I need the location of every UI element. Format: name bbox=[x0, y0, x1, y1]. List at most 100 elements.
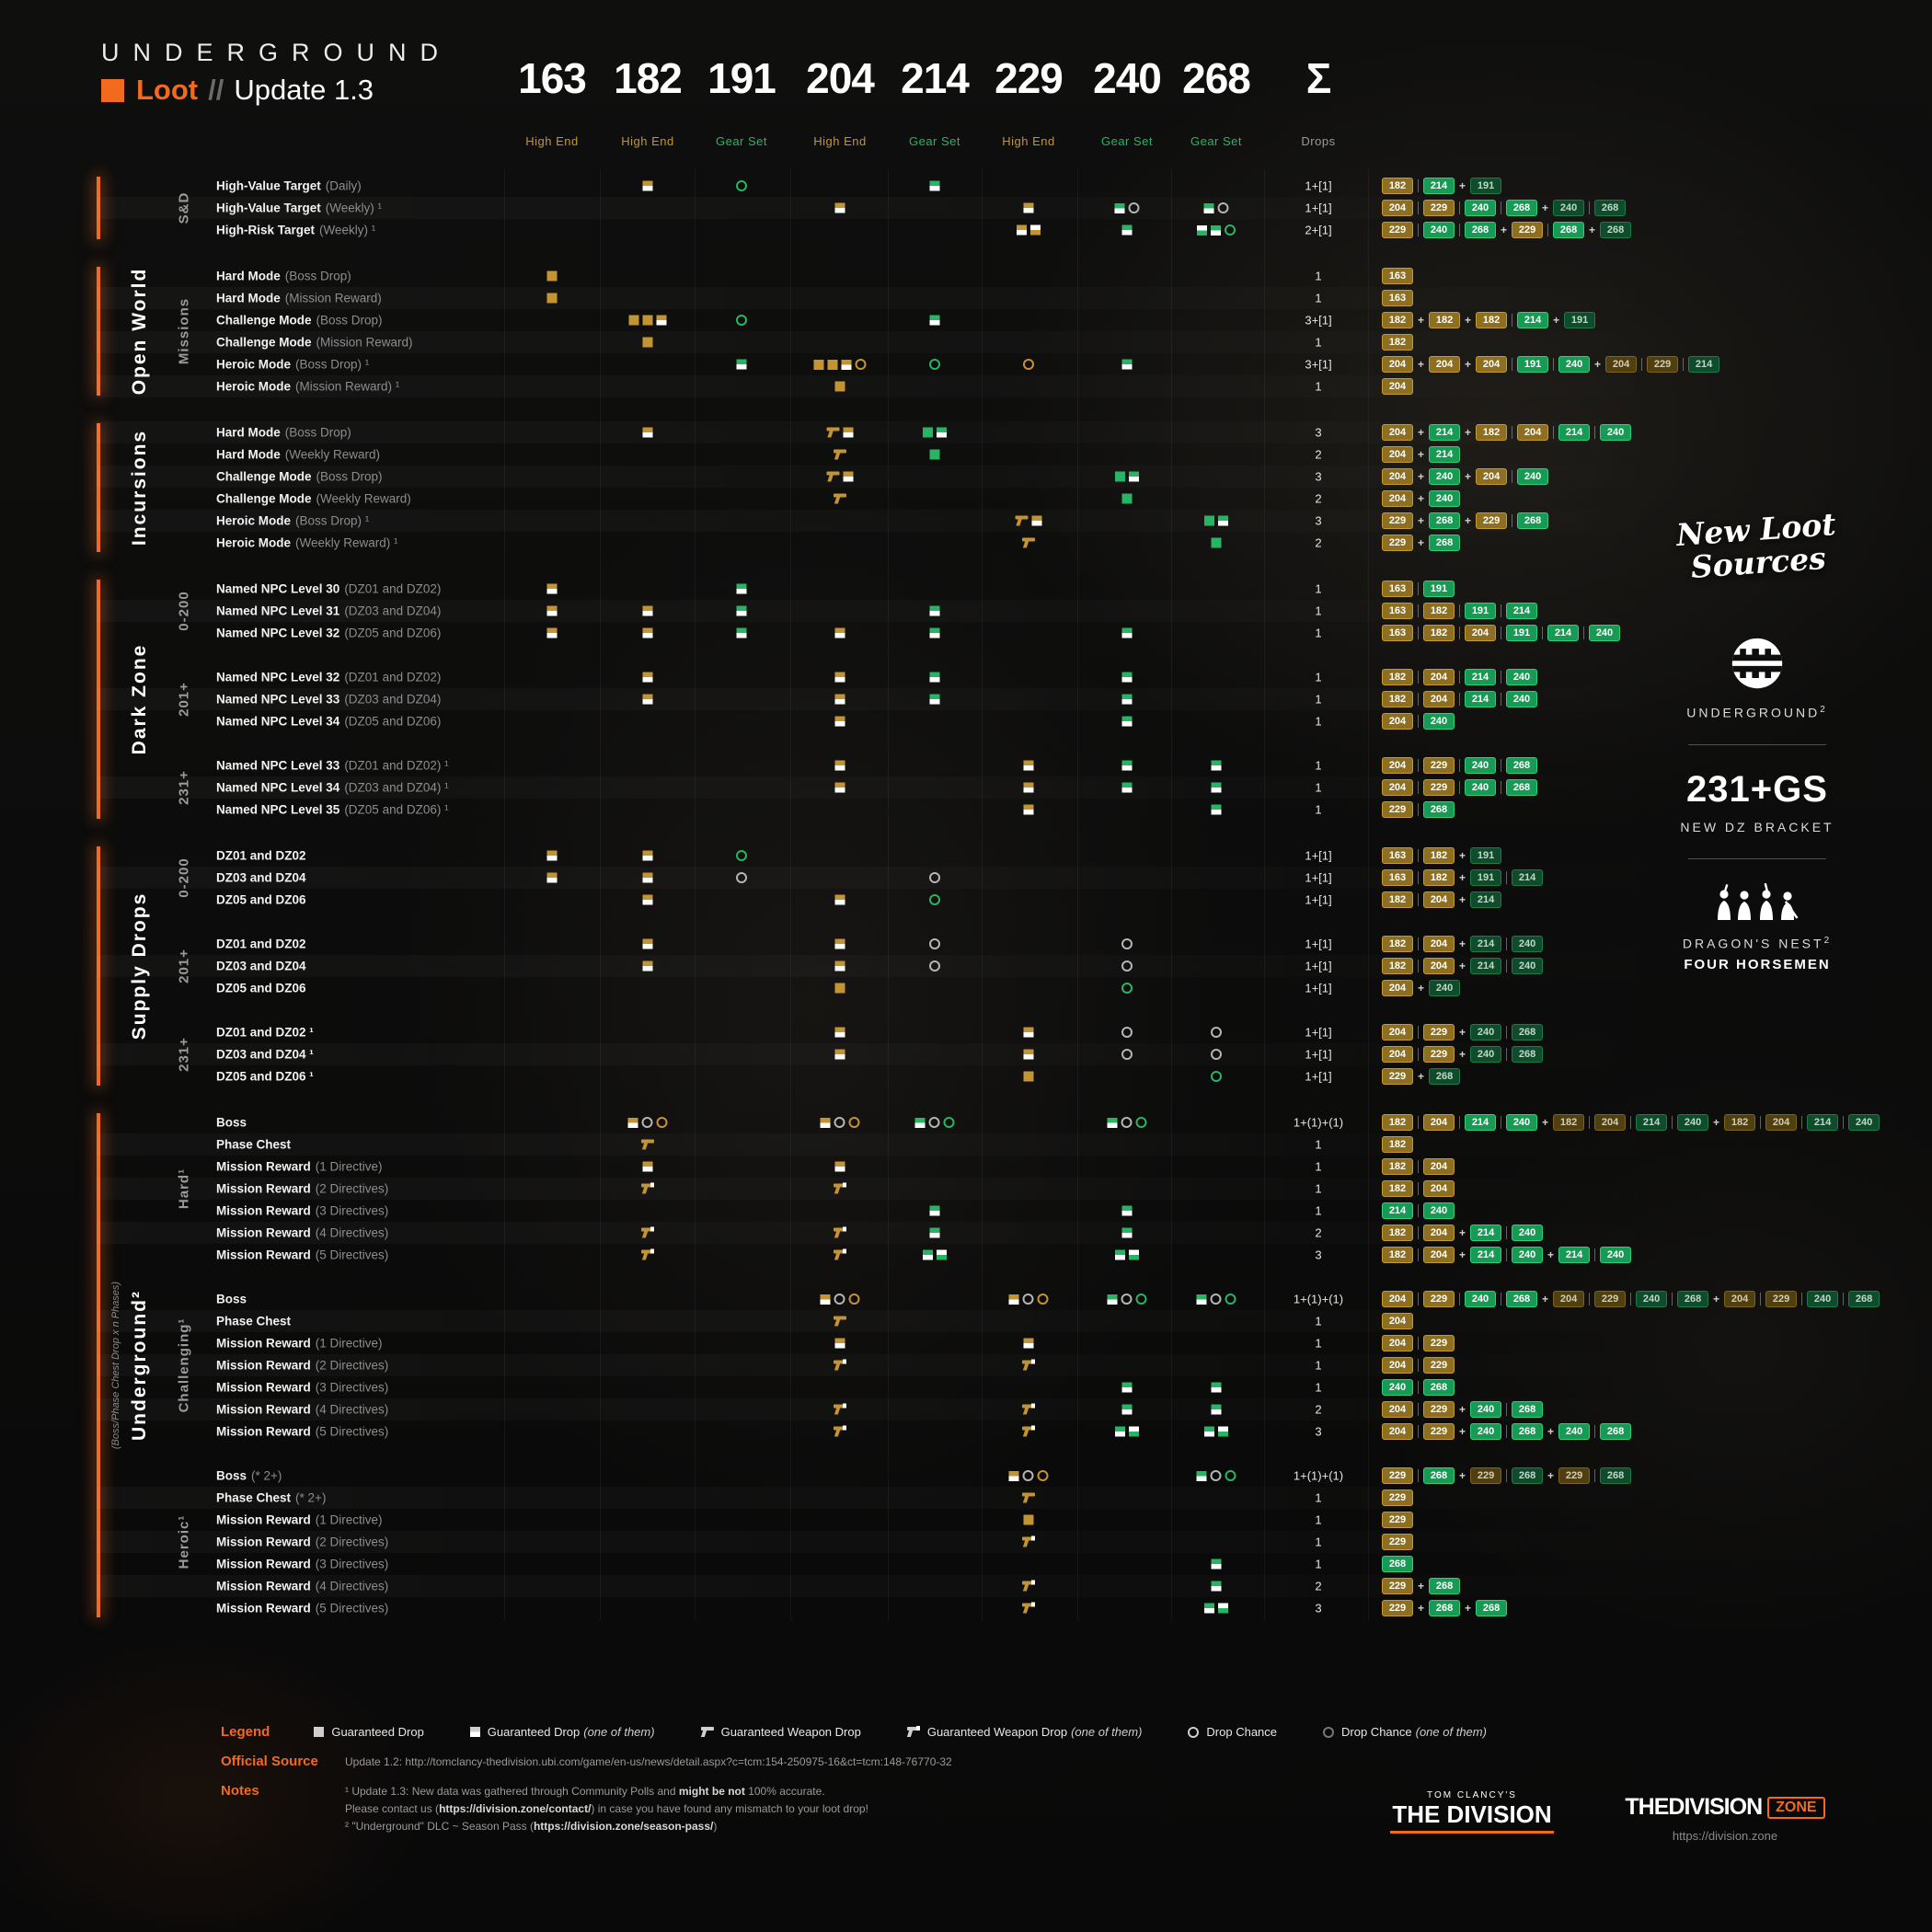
row-label: Challenge Mode (Boss Drop) bbox=[216, 470, 383, 484]
row-title: Mission Reward bbox=[216, 1203, 311, 1218]
loot-cell-204 bbox=[819, 1294, 862, 1305]
badge-divider bbox=[1506, 1226, 1508, 1239]
loot-cell-204 bbox=[834, 960, 847, 972]
gearscore-badge: 191 bbox=[1423, 581, 1455, 597]
loot-cell-204 bbox=[834, 983, 847, 994]
row-label: Named NPC Level 30 (DZ01 and DZ02) bbox=[216, 582, 441, 596]
gearscore-badge: 182 bbox=[1429, 312, 1461, 328]
row-label: Mission Reward (4 Directives) bbox=[216, 1403, 388, 1417]
loot-cell-268 bbox=[1210, 1581, 1224, 1592]
drop-chance-icon bbox=[1211, 1071, 1222, 1082]
plus-separator: + bbox=[1459, 849, 1466, 862]
drops-count: 2 bbox=[1315, 447, 1322, 462]
drops-count: 1 bbox=[1315, 670, 1322, 684]
drop-chance-icon bbox=[929, 938, 940, 949]
badge-divider bbox=[1459, 1293, 1460, 1305]
gearscore-badge: 240 bbox=[1465, 1291, 1496, 1307]
badge-divider bbox=[1672, 1116, 1673, 1129]
gearscore-badge: 214 bbox=[1470, 1225, 1502, 1241]
guaranteed-drop-one-of-icon bbox=[929, 605, 940, 616]
subtitle-loot: Loot bbox=[136, 74, 199, 106]
table-row: Challenge Mode (Boss Drop) 3+[1] 182 +182 +18… bbox=[97, 309, 1697, 331]
gearscore-badges: 229 bbox=[1380, 1512, 1415, 1528]
drop-chance-icon bbox=[1022, 1470, 1034, 1481]
loot-cell-214 bbox=[927, 894, 942, 905]
gearscore-badge: 214 bbox=[1558, 1247, 1591, 1263]
notes-lines: ¹ Update 1.3: New data was gathered thro… bbox=[345, 1783, 868, 1835]
gearscore-badges: 229 +268 +268 bbox=[1380, 1600, 1509, 1616]
guaranteed-drop-one-of-icon bbox=[1204, 1603, 1214, 1614]
guaranteed-drop-icon bbox=[546, 270, 558, 282]
badge-divider bbox=[1801, 1116, 1803, 1129]
guaranteed-drop-one-of-icon bbox=[1121, 672, 1133, 683]
one-of-chip bbox=[843, 1425, 846, 1431]
gearscore-badge: 268 bbox=[1600, 1467, 1632, 1484]
gearscore-badge: 204 bbox=[1423, 1180, 1455, 1197]
gearscore-badge: 268 bbox=[1506, 779, 1537, 796]
gearscore-badge: 204 bbox=[1429, 356, 1461, 373]
drops-count: 1 bbox=[1315, 802, 1322, 817]
gearscore-badge: 182 bbox=[1382, 312, 1413, 328]
drops-count: 1 bbox=[1315, 626, 1322, 640]
row-title: Challenge Mode bbox=[216, 491, 312, 506]
row-note: (Boss Drop) bbox=[316, 313, 383, 328]
badge-divider bbox=[1506, 1026, 1508, 1039]
gearscore-badge: 240 bbox=[1506, 691, 1537, 707]
subtitle-separator: // bbox=[208, 74, 224, 106]
gearscore-badges: 163 182 204 191 214 240 bbox=[1380, 625, 1622, 641]
gearscore-badge: 268 bbox=[1506, 757, 1537, 774]
gearscore-badge: 268 bbox=[1677, 1291, 1709, 1307]
row-label: DZ03 and DZ04 bbox=[216, 871, 306, 885]
guaranteed-drop-one-of-icon bbox=[546, 627, 558, 638]
row-label: Named NPC Level 34 (DZ05 and DZ06) bbox=[216, 715, 441, 729]
guaranteed-drop-one-of-icon bbox=[1023, 1049, 1034, 1060]
drops-count: 1 bbox=[1315, 714, 1322, 729]
gearscore-badge: 191 bbox=[1470, 847, 1502, 864]
loot-cell-240 bbox=[1121, 760, 1134, 771]
four-horsemen-label: FOUR HORSEMEN bbox=[1684, 956, 1831, 972]
loot-cell-204 bbox=[834, 694, 847, 705]
loot-cell-182 bbox=[641, 672, 655, 683]
plus-separator: + bbox=[1465, 314, 1472, 327]
table-row: Mission Reward (1 Directive) 1 229 bbox=[97, 1509, 1697, 1531]
row-label: Mission Reward (5 Directives) bbox=[216, 1602, 388, 1616]
one-of-chip bbox=[1031, 1580, 1035, 1585]
loot-cell-191 bbox=[735, 583, 749, 594]
sum-column-symbol: Σ bbox=[1305, 54, 1332, 102]
guaranteed-drop-one-of-icon bbox=[469, 1727, 480, 1737]
gearscore-badges: 229 240 268 +229 268 +268 bbox=[1380, 222, 1633, 238]
loot-cell-268 bbox=[1210, 804, 1224, 815]
drop-chance-icon bbox=[928, 1117, 940, 1128]
row-title: Mission Reward bbox=[216, 1159, 311, 1174]
loot-cell-268 bbox=[1195, 224, 1237, 236]
guaranteed-drop-one-of-icon bbox=[1115, 1249, 1125, 1260]
table-row: Phase Chest 1 204 bbox=[97, 1310, 1697, 1332]
one-of-chip bbox=[915, 1726, 920, 1731]
drops-count: 2 bbox=[1315, 535, 1322, 550]
gearscore-badge: 240 bbox=[1470, 1401, 1502, 1418]
gearscore-badge: 214 bbox=[1470, 936, 1502, 952]
column-score: 204 bbox=[806, 54, 875, 102]
gearscore-badge: 204 bbox=[1382, 446, 1413, 463]
row-label: Mission Reward (4 Directives) bbox=[216, 1226, 388, 1240]
badge-divider bbox=[1418, 1204, 1419, 1217]
row-title: Mission Reward bbox=[216, 1248, 311, 1262]
one-of-chip bbox=[1031, 1359, 1035, 1364]
legend-item: Guaranteed Weapon Drop (one of them) bbox=[905, 1725, 1142, 1739]
table-row: Mission Reward (3 Directives) 1 240 268 bbox=[97, 1376, 1697, 1398]
drops-count: 1 bbox=[1315, 269, 1322, 283]
badge-divider bbox=[1418, 1381, 1419, 1394]
loot-cell-204 bbox=[832, 493, 848, 504]
gearscore-badge: 229 bbox=[1423, 1046, 1455, 1063]
weapon-drop-one-of-icon bbox=[1022, 1602, 1035, 1614]
badge-divider bbox=[1459, 1116, 1460, 1129]
loot-cell-229 bbox=[1022, 1338, 1036, 1349]
row-title: DZ03 and DZ04 bbox=[216, 959, 306, 973]
loot-table: S&DHigh-Value Target(Daily)1+[1]182214+1… bbox=[97, 169, 1932, 1643]
loot-cell-268 bbox=[1202, 1426, 1230, 1437]
loot-cell-240 bbox=[1121, 672, 1134, 683]
drops-count: 1 bbox=[1315, 291, 1322, 305]
loot-cell-240 bbox=[1121, 1227, 1134, 1238]
gearscore-badge: 268 bbox=[1506, 200, 1537, 216]
gearscore-badge: 163 bbox=[1382, 581, 1413, 597]
